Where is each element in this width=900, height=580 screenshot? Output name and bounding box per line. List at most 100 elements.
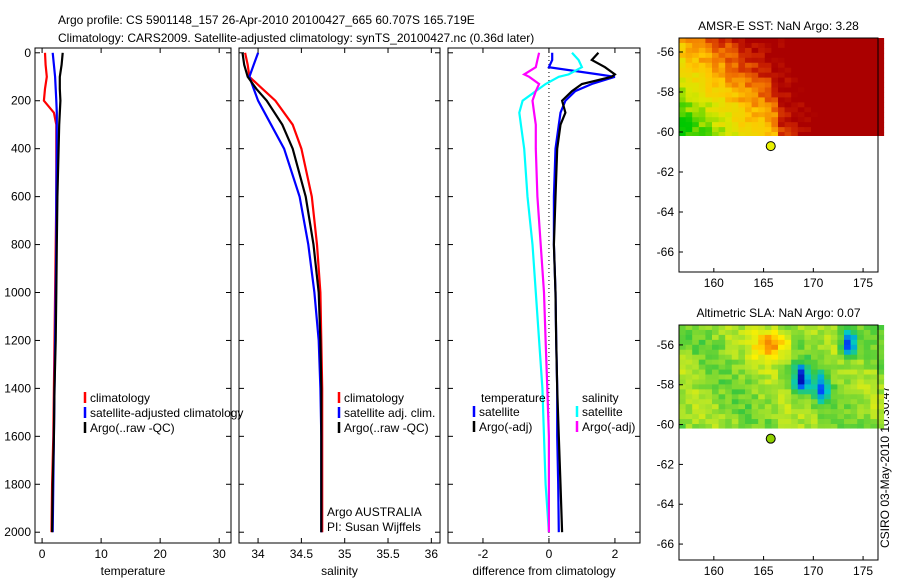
- map-cell: [745, 374, 753, 380]
- map-cell: [850, 409, 858, 415]
- map-cell: [797, 359, 805, 366]
- map-cell: [712, 87, 720, 93]
- map-cell: [791, 122, 799, 128]
- map-cell: [784, 329, 792, 336]
- map-cell: [745, 349, 753, 356]
- map-cell: [705, 424, 713, 429]
- map-cell: [863, 87, 871, 93]
- map-cell: [824, 364, 832, 371]
- map-cell: [758, 364, 766, 371]
- map-cell: [837, 62, 845, 69]
- map-cell: [745, 57, 753, 64]
- map-cell: [804, 414, 812, 420]
- map-cell: [698, 92, 706, 98]
- map-cell: [718, 92, 726, 98]
- map-cell: [718, 97, 726, 103]
- map-y-tick-label: -56: [657, 338, 675, 352]
- map-cell: [791, 329, 799, 336]
- map-cell: [850, 419, 858, 425]
- map-cell: [745, 47, 753, 54]
- map-cell: [870, 364, 878, 371]
- y-tick-label: 400: [11, 142, 31, 156]
- map-cell: [679, 419, 687, 425]
- map-cell: [804, 394, 812, 400]
- map-cell: [824, 354, 832, 361]
- map-cell: [679, 339, 687, 346]
- map-cell: [817, 38, 825, 44]
- map-cell: [863, 404, 871, 410]
- map-cell: [692, 62, 700, 69]
- map-cell: [791, 117, 799, 123]
- map-cell: [811, 122, 819, 128]
- map-cell: [718, 369, 726, 375]
- map-cell: [791, 384, 799, 390]
- map-y-tick-label: -62: [657, 457, 675, 471]
- map-cell: [804, 364, 812, 371]
- map-cell: [745, 38, 753, 44]
- map-cell: [863, 389, 871, 395]
- y-tick-label: 2000: [4, 525, 31, 539]
- map-cell: [692, 57, 700, 64]
- map-cell: [698, 102, 706, 108]
- map-cell: [725, 127, 733, 133]
- map-cell: [870, 389, 878, 395]
- map-cell: [731, 359, 739, 366]
- map-cell: [692, 379, 700, 385]
- map-cell: [877, 349, 885, 356]
- map-cell: [764, 399, 772, 405]
- map-cell: [764, 384, 772, 390]
- map-cell: [745, 122, 753, 128]
- map-cell: [692, 359, 700, 366]
- map-cell: [870, 334, 878, 341]
- map-cell: [685, 87, 693, 93]
- map-cell: [712, 374, 720, 380]
- map-cell: [712, 52, 720, 59]
- map-cell: [857, 92, 865, 98]
- map-cell: [738, 92, 746, 98]
- map-cell: [877, 364, 885, 371]
- map-cell: [791, 354, 799, 361]
- map-cell: [797, 404, 805, 410]
- map-cell: [844, 67, 852, 74]
- map-cell: [725, 325, 733, 331]
- map-cell: [731, 409, 739, 415]
- map-cell: [745, 394, 753, 400]
- map-cell: [791, 389, 799, 395]
- map-cell: [837, 102, 845, 108]
- map-cell: [764, 72, 772, 79]
- map-cell: [850, 122, 858, 128]
- map-cell: [679, 67, 687, 74]
- map-cell: [863, 122, 871, 128]
- map-cell: [725, 394, 733, 400]
- y-tick-label: 600: [11, 190, 31, 204]
- map-cell: [811, 62, 819, 69]
- map-cell: [771, 359, 779, 366]
- map-cell: [804, 127, 812, 133]
- map-cell: [778, 354, 786, 361]
- map-cell: [830, 409, 838, 415]
- map-cell: [778, 67, 786, 74]
- map-cell: [771, 57, 779, 64]
- map-frame: [678, 324, 879, 561]
- map-cell: [751, 112, 759, 118]
- map-cell: [685, 72, 693, 79]
- map-cell: [705, 67, 713, 74]
- map-cell: [778, 339, 786, 346]
- map-cell: [830, 384, 838, 390]
- map-cell: [718, 349, 726, 356]
- map-cell: [745, 82, 753, 88]
- map-cell: [811, 67, 819, 74]
- map-cell: [718, 394, 726, 400]
- map-cell: [824, 409, 832, 415]
- map-cell: [837, 354, 845, 361]
- map-y-tick-label: -62: [657, 165, 675, 179]
- map-cell: [863, 67, 871, 74]
- map-cell: [712, 344, 720, 351]
- map-cell: [725, 92, 733, 98]
- map-cell: [824, 67, 832, 74]
- map-cell: [797, 419, 805, 425]
- map-cell: [877, 379, 885, 385]
- map-cell: [758, 344, 766, 351]
- map-cell: [863, 384, 871, 390]
- map-cell: [784, 72, 792, 79]
